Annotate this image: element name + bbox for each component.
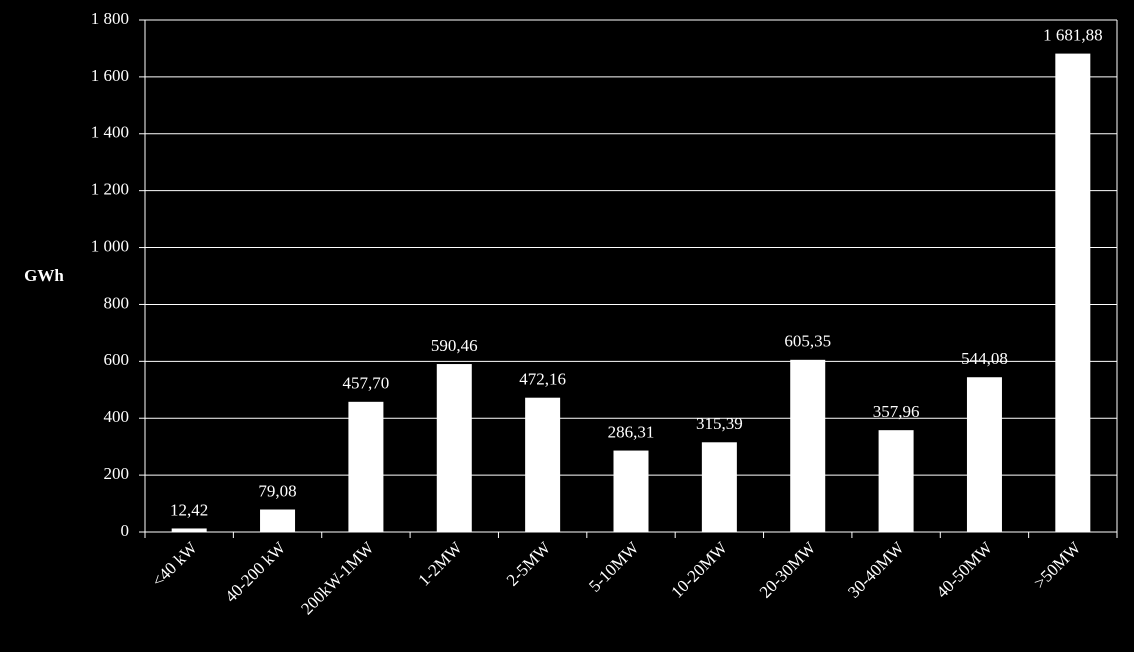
value-label: 590,46: [431, 336, 478, 355]
value-label: 12,42: [170, 500, 208, 519]
bar: [613, 450, 649, 532]
y-tick-label: 0: [121, 521, 130, 540]
bar: [966, 377, 1002, 532]
bar: [260, 509, 296, 532]
value-label: 286,31: [608, 422, 655, 441]
bar: [348, 401, 384, 532]
y-tick-label: 1 800: [91, 9, 129, 28]
y-tick-label: 1 400: [91, 123, 129, 142]
value-label: 472,16: [519, 370, 566, 389]
value-label: 605,35: [784, 332, 831, 351]
bar: [525, 397, 561, 532]
y-axis-label: GWh: [24, 266, 64, 285]
y-tick-label: 200: [104, 464, 130, 483]
y-tick-label: 600: [104, 350, 130, 369]
value-label: 457,70: [343, 374, 390, 393]
bar: [171, 528, 207, 532]
bar: [436, 364, 472, 532]
bar: [701, 442, 737, 532]
y-tick-label: 800: [104, 293, 130, 312]
y-tick-label: 1 200: [91, 180, 129, 199]
bar: [790, 359, 826, 532]
bar: [1055, 53, 1091, 533]
value-label: 315,39: [696, 414, 743, 433]
y-tick-label: 1 600: [91, 66, 129, 85]
value-label: 79,08: [258, 481, 296, 500]
value-label: 544,08: [961, 349, 1008, 368]
y-tick-label: 400: [104, 407, 130, 426]
value-label: 357,96: [873, 402, 920, 421]
bar: [878, 430, 914, 532]
y-tick-label: 1 000: [91, 236, 129, 255]
value-label: 1 681,88: [1043, 26, 1103, 45]
